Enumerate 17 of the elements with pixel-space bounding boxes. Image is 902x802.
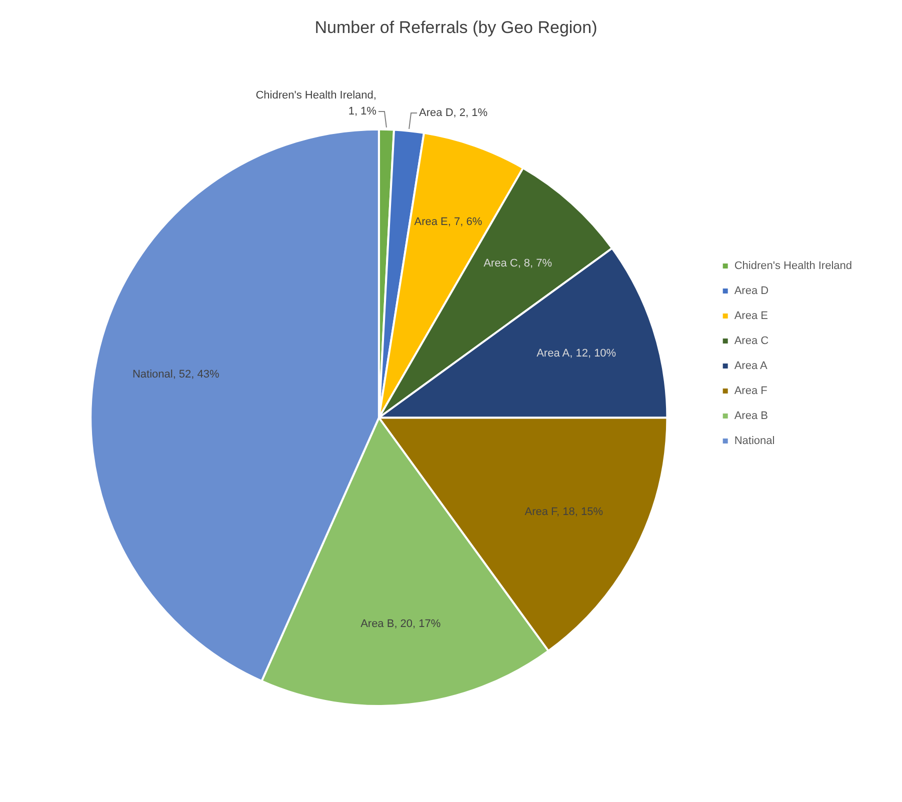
legend-label: National bbox=[734, 435, 775, 448]
data-label: Area C, 8, 7% bbox=[484, 257, 552, 270]
data-label: National, 52, 43% bbox=[132, 368, 220, 381]
legend-label: Area D bbox=[734, 285, 769, 298]
chart-title: Number of Referrals (by Geo Region) bbox=[314, 18, 598, 37]
data-label: Area A, 12, 10% bbox=[536, 348, 616, 360]
legend-label: Area F bbox=[734, 385, 768, 398]
legend-label: Area C bbox=[734, 335, 769, 348]
data-label: Area F, 18, 15% bbox=[524, 506, 604, 518]
legend-label: Area B bbox=[734, 410, 768, 422]
legend-label: Area E bbox=[734, 310, 768, 322]
data-label: Area D, 2, 1% bbox=[419, 107, 488, 120]
legend-label: Chidren's Health Ireland bbox=[734, 260, 852, 272]
data-label: Area B, 20, 17% bbox=[360, 618, 441, 630]
data-label: Area E, 7, 6% bbox=[414, 216, 482, 228]
data-label: Chidren's Health Ireland, 1, 1% bbox=[256, 90, 377, 118]
legend-label: Area A bbox=[734, 360, 768, 372]
